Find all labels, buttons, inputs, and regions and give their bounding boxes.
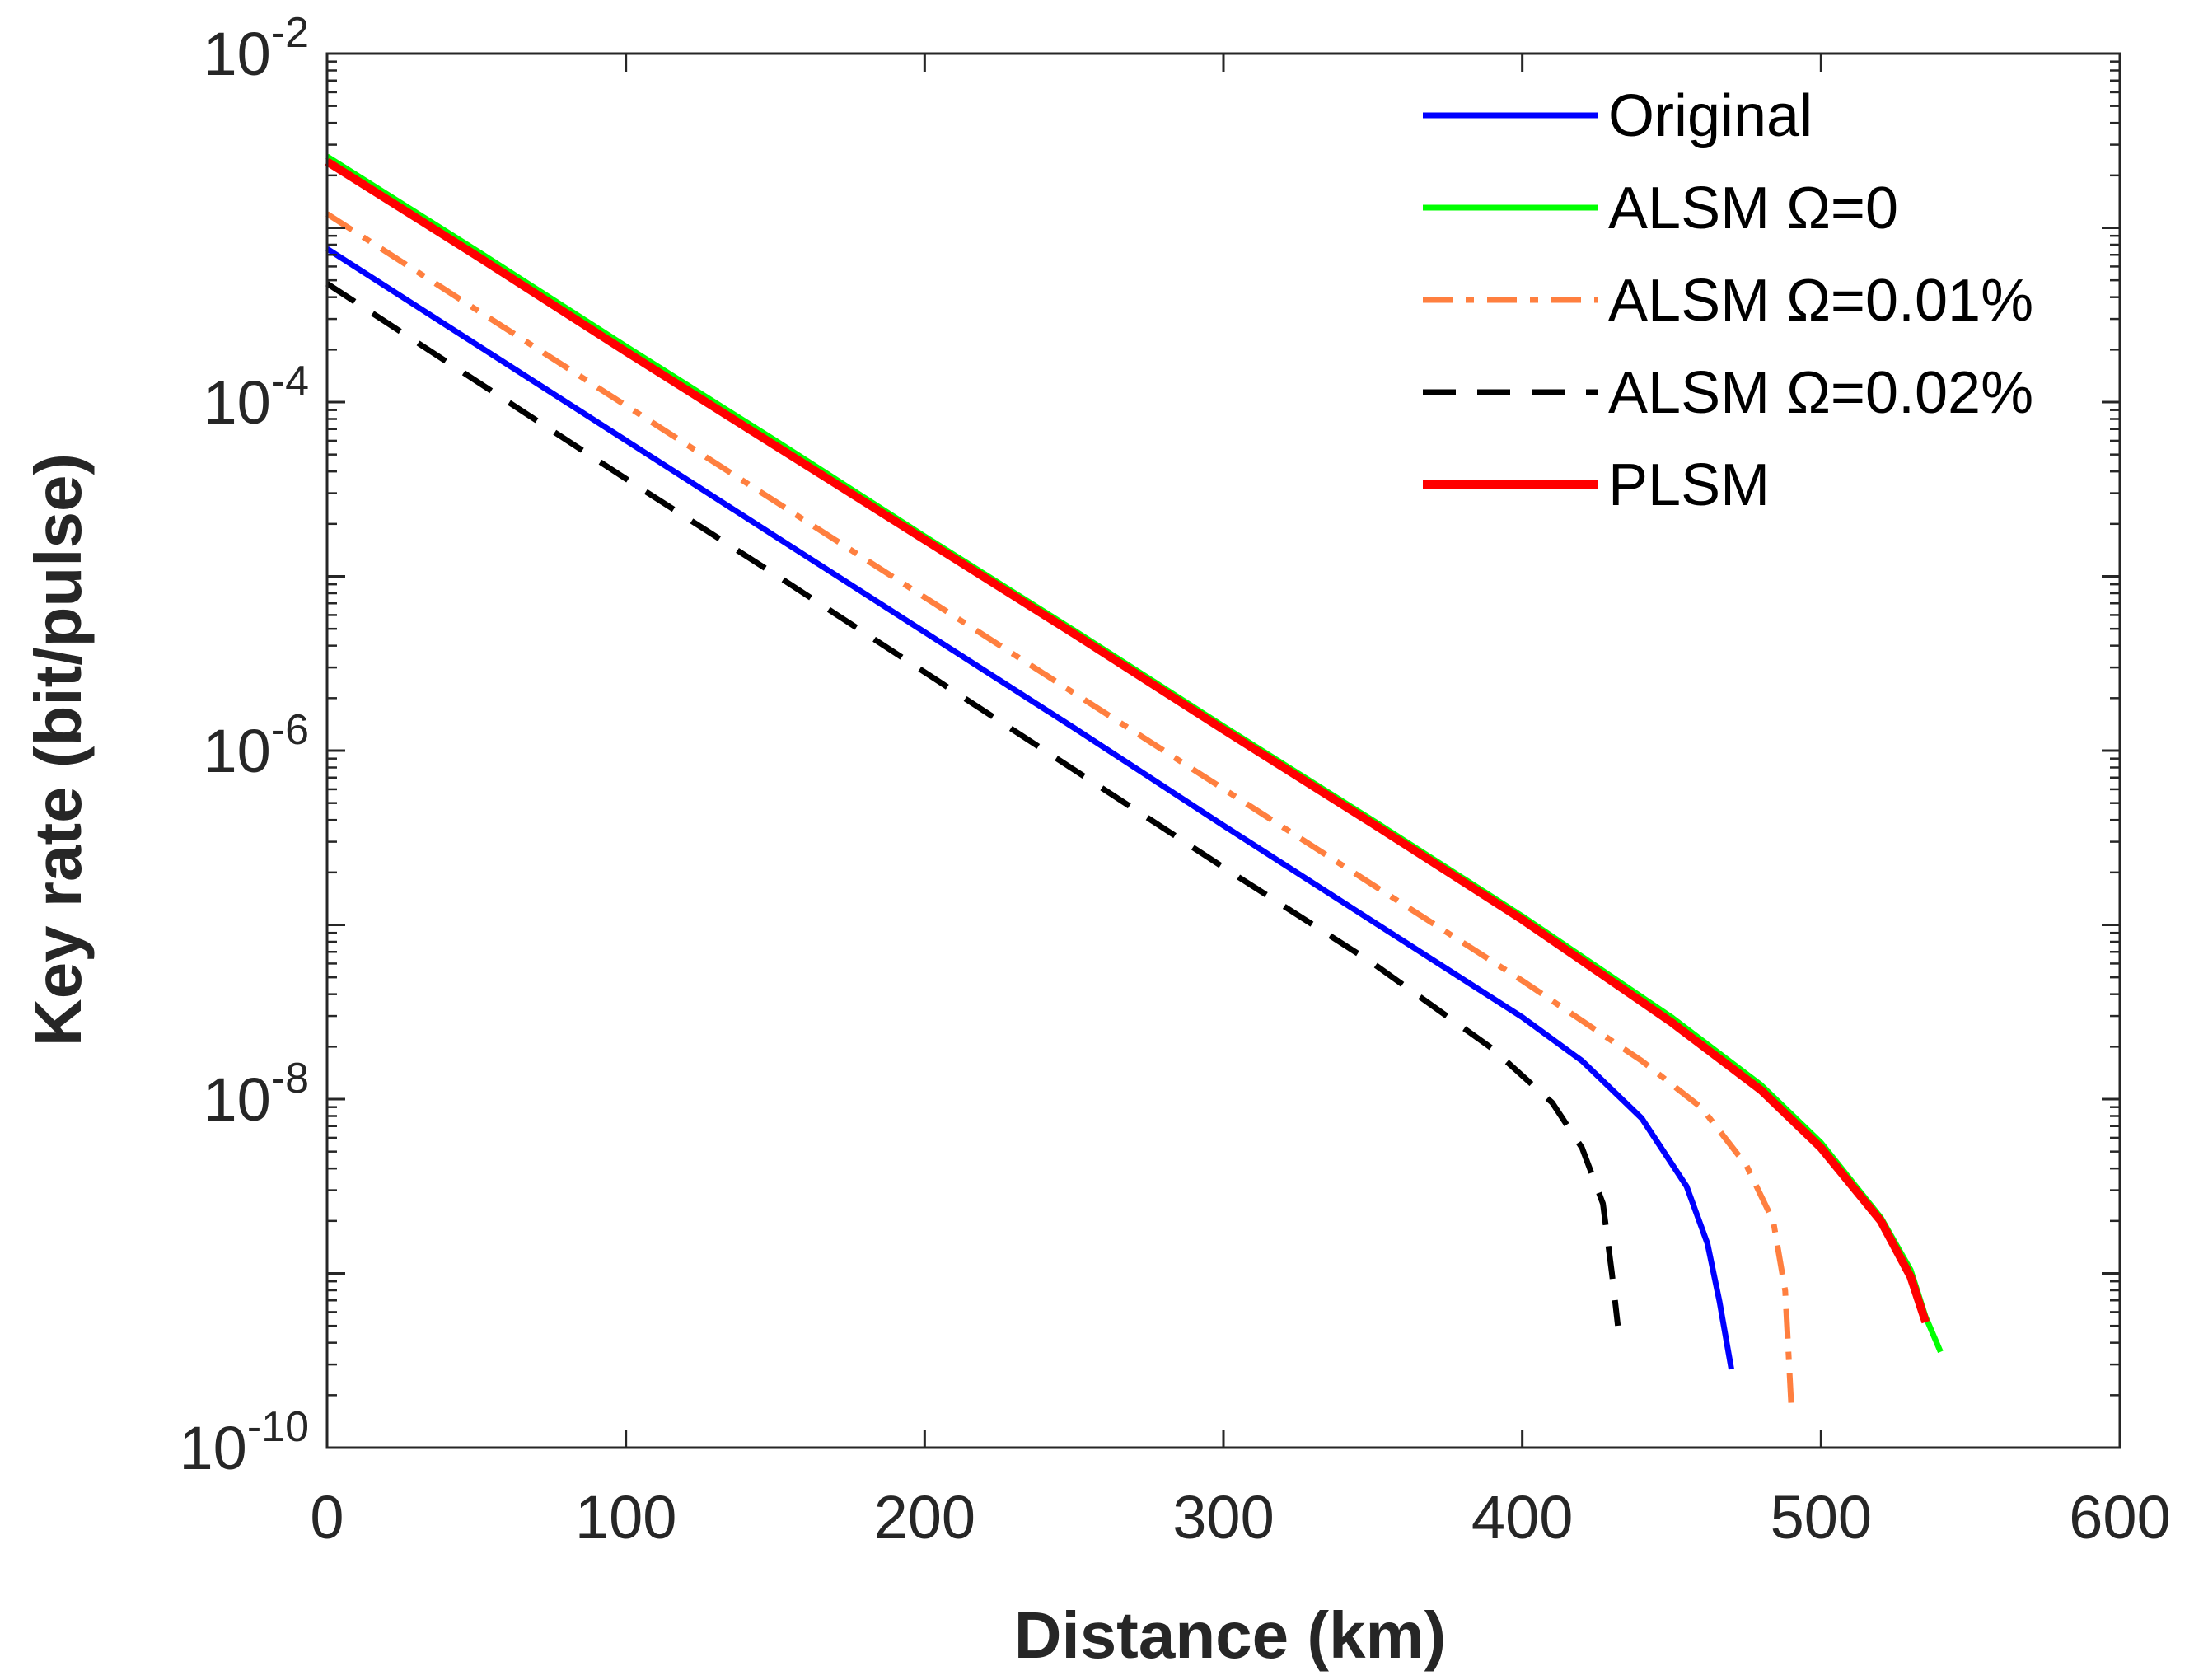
x-tick-label: 300 — [1172, 1483, 1274, 1551]
y-tick-label: 10-6 — [203, 706, 309, 785]
series-line-2 — [325, 211, 1794, 1405]
x-axis-label: Distance (km) — [1014, 1598, 1447, 1672]
y-tick-label: 10-4 — [203, 358, 309, 437]
legend-label-2: ALSM Ω=0.01% — [1608, 268, 2033, 334]
series-line-4 — [325, 157, 1930, 1324]
y-tick-label: 10-10 — [180, 1403, 309, 1482]
legend-label-0: Original — [1608, 83, 1813, 149]
legend-label-3: ALSM Ω=0.02% — [1608, 360, 2033, 426]
x-tick-label: 400 — [1471, 1483, 1573, 1551]
y-axis-label: Key rate (bit/pulse) — [21, 453, 95, 1046]
x-tick-label: 500 — [1771, 1483, 1872, 1551]
x-tick-label: 200 — [874, 1483, 975, 1551]
y-tick-label: 10-2 — [203, 9, 309, 88]
plot-area: 0 100 200 300 400 500 600 10-2 10-4 10-6 10-8 10-10… — [180, 9, 2171, 1551]
series-line-0 — [325, 246, 1734, 1370]
x-tick-label: 100 — [575, 1483, 676, 1551]
y-tick-label: 10-8 — [203, 1055, 309, 1134]
x-tick-label: 0 — [310, 1483, 344, 1551]
x-tick-label: 600 — [2069, 1483, 2170, 1551]
series-line-3 — [325, 281, 1621, 1327]
legend-label-4: PLSM — [1608, 452, 1770, 518]
legend-label-1: ALSM Ω=0 — [1608, 175, 1898, 241]
